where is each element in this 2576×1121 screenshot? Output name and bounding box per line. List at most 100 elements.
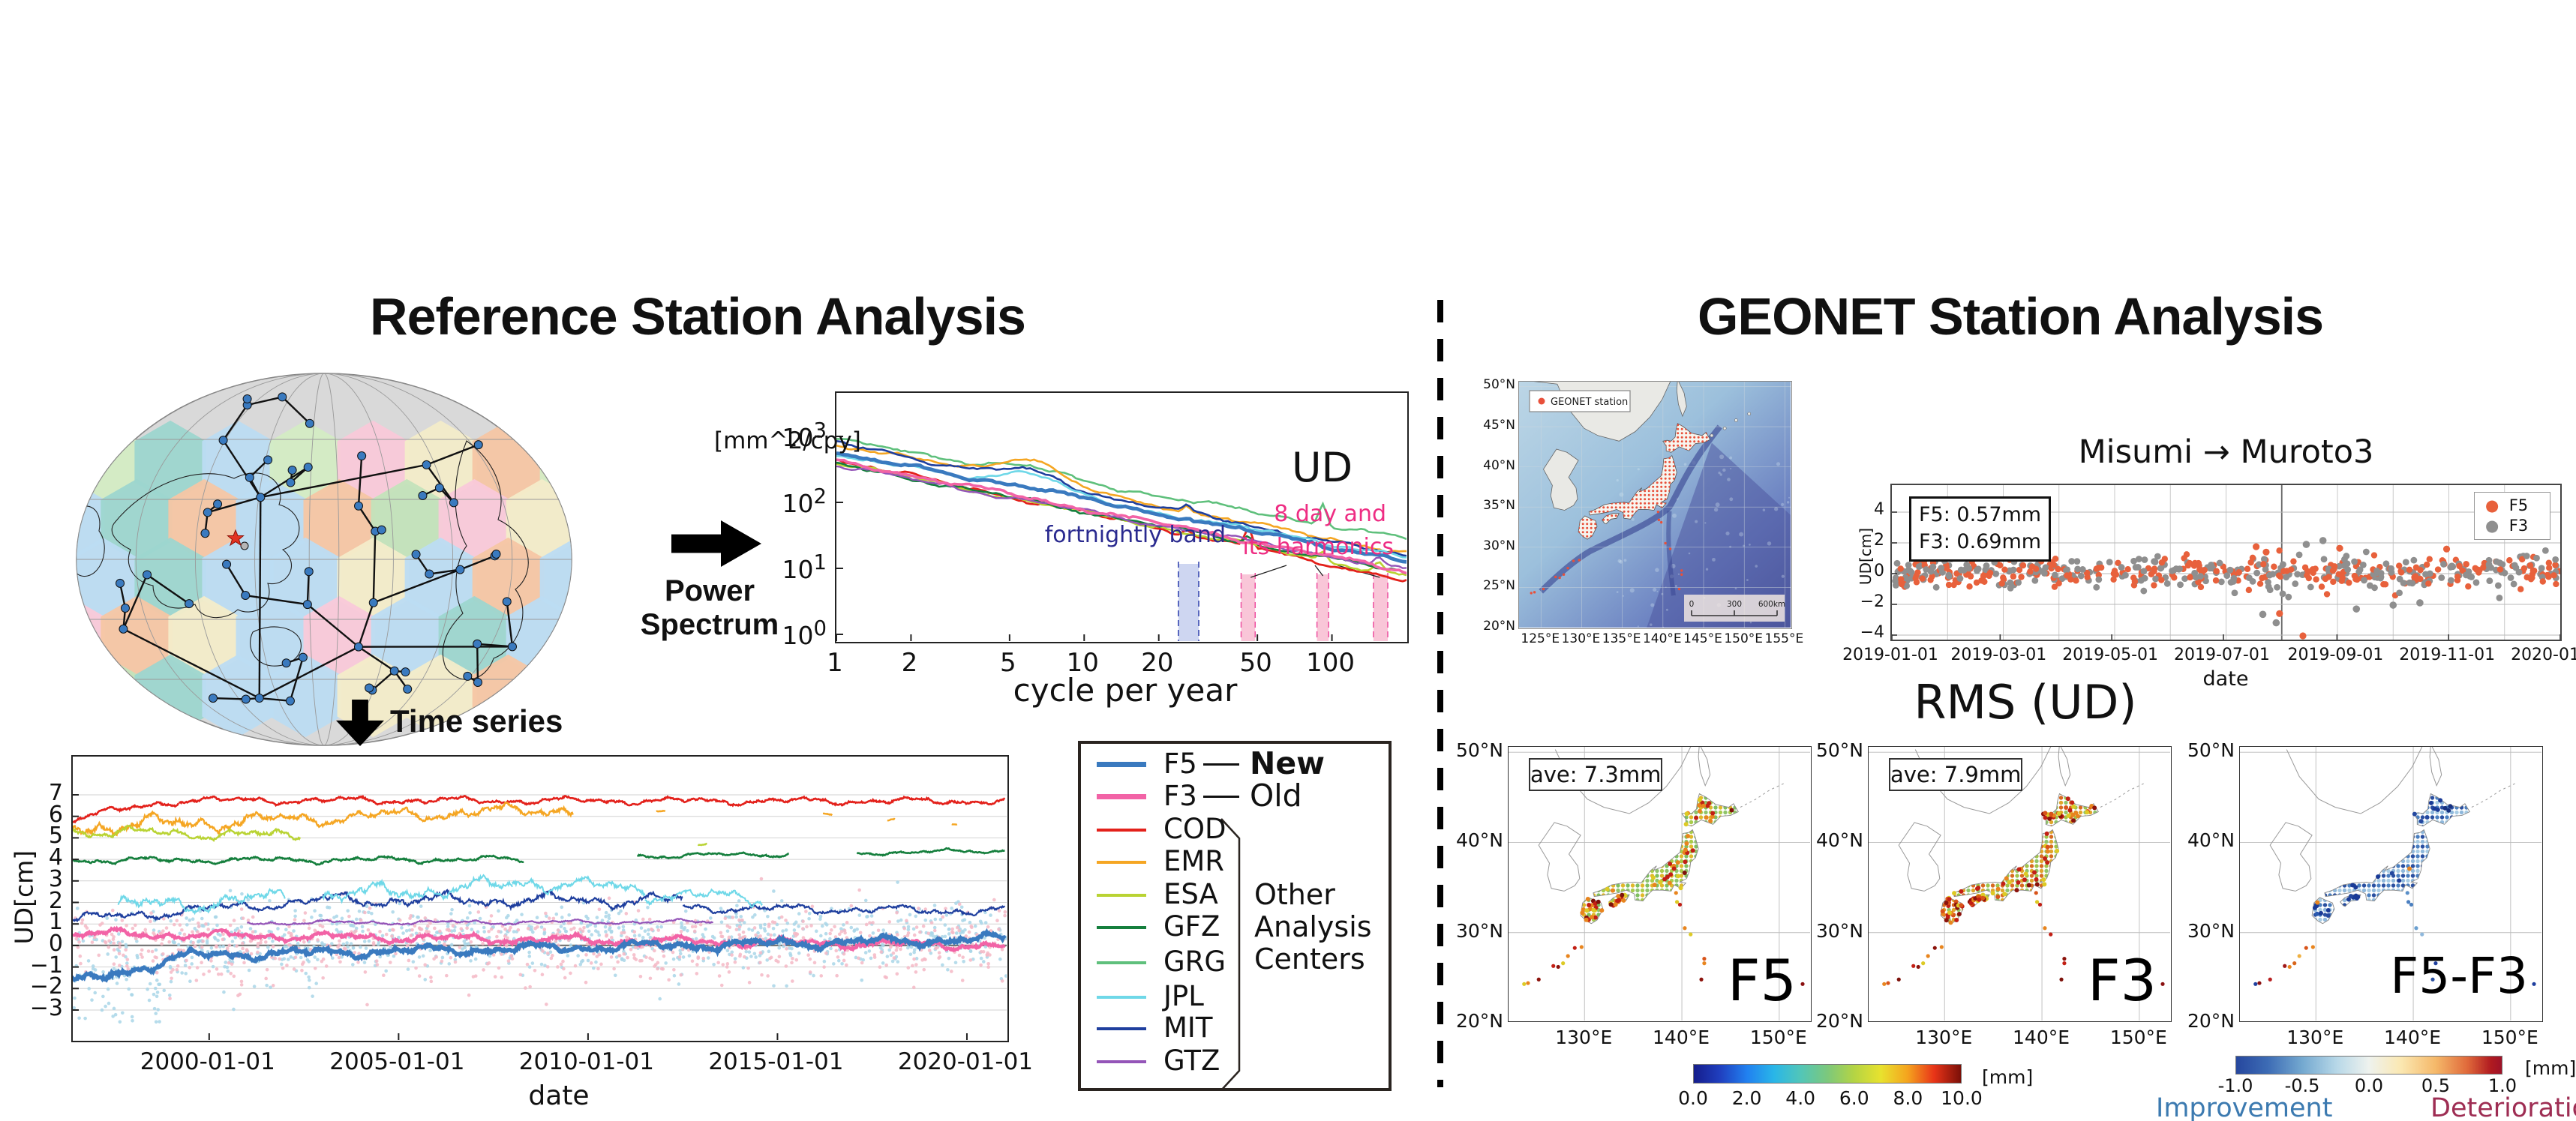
legend-label-ESA: ESA bbox=[1163, 878, 1218, 910]
ts-series-F3 bbox=[72, 925, 1006, 953]
cb-diff-tick--1.0: -1.0 bbox=[2217, 1075, 2253, 1096]
section-divider bbox=[1437, 300, 1443, 1087]
misumi-legend-f3: ● F3 bbox=[2485, 517, 2529, 535]
cb-abs-tick-10.0: 10.0 bbox=[1941, 1087, 1983, 1109]
misumi-y-tick-2: 2 bbox=[1874, 531, 1884, 550]
legend-label-F5: F5 bbox=[1163, 748, 1197, 780]
cb-abs-tick-0.0: 0.0 bbox=[1678, 1087, 1708, 1109]
arrow-right-icon bbox=[671, 520, 761, 567]
geonet-station-dots bbox=[1530, 510, 1683, 595]
right-section-title: GEONET Station Analysis bbox=[1697, 287, 2324, 346]
ts-y-tick-1: 1 bbox=[48, 909, 63, 936]
rms-lat-tick-F5-20: 20°N bbox=[1455, 1010, 1503, 1032]
ts-y-tick-3: 3 bbox=[48, 865, 63, 892]
power-spectrum-plot bbox=[835, 391, 1409, 643]
rms-map-F5 bbox=[1508, 742, 1812, 1024]
globe-tessellation bbox=[77, 420, 572, 738]
rms-lat-tick-F3-50: 50°N bbox=[1815, 739, 1863, 762]
geonet-overview-map: GEONET station 0 300 600km bbox=[1508, 378, 1792, 629]
overview-map-legend: GEONET station bbox=[1529, 390, 1631, 412]
japan-land bbox=[1578, 423, 1711, 540]
deterioration-label: Deterioration bbox=[2430, 1093, 2576, 1121]
ts-series-GTZ bbox=[246, 918, 713, 926]
rms-station-dots bbox=[1882, 796, 2165, 986]
misumi-y-tick-4: 4 bbox=[1874, 500, 1884, 519]
ts-series-ESA bbox=[72, 824, 302, 843]
rms-lat-tick-F5-F3-20: 20°N bbox=[2187, 1010, 2235, 1032]
trench-shading bbox=[1539, 424, 1722, 594]
power-label-line2: Spectrum bbox=[640, 607, 779, 641]
rms-lat-tick-F5-F3-40: 40°N bbox=[2187, 829, 2235, 852]
legend-swatch-JPL bbox=[1097, 996, 1146, 999]
overview-lon-tick-145: 145°E bbox=[1683, 631, 1722, 646]
geonet-station-dot-icon bbox=[1538, 397, 1545, 405]
rms-section-title: RMS (UD) bbox=[1914, 675, 2137, 730]
misumi-y-axis-label: UD[cm] bbox=[1857, 527, 1875, 586]
ts-x-tick-2010: 2010-01-01 bbox=[518, 1048, 654, 1075]
legend-label-GRG: GRG bbox=[1163, 946, 1226, 978]
rms-map-canvas-F3 bbox=[1869, 742, 2172, 1024]
spectrum-x-tick-10: 10 bbox=[1066, 648, 1099, 678]
time-series-canvas bbox=[71, 794, 1008, 1040]
rms-lat-tick-F3-40: 40°N bbox=[1815, 829, 1863, 852]
overview-lon-tick-130: 130°E bbox=[1561, 631, 1601, 646]
misumi-x-tick-6: 2020-01-01 bbox=[2511, 646, 2576, 664]
spectrum-x-tick-50: 50 bbox=[1239, 648, 1272, 678]
legend-label-EMR: EMR bbox=[1163, 845, 1225, 877]
cb-abs-tick-8.0: 8.0 bbox=[1893, 1087, 1923, 1109]
reference-station-star-icon bbox=[227, 529, 245, 547]
time-series-x-axis-label: date bbox=[528, 1081, 590, 1111]
overview-lon-tick-155: 155°E bbox=[1764, 631, 1804, 646]
ts-series-COD bbox=[179, 794, 1006, 808]
ts-x-tick-2015: 2015-01-01 bbox=[708, 1048, 844, 1075]
rms-colorbar bbox=[1693, 1064, 1962, 1084]
power-label-line1: Power bbox=[664, 574, 755, 607]
misumi-legend: ● F5 ● F3 bbox=[2474, 492, 2550, 540]
cb-abs-tick-6.0: 6.0 bbox=[1839, 1087, 1869, 1109]
misumi-x-tick-0: 2019-01-01 bbox=[1842, 646, 1938, 664]
legend-label-COD: COD bbox=[1163, 813, 1226, 845]
spectrum-x-tick-20: 20 bbox=[1141, 648, 1174, 678]
misumi-x-tick-2: 2019-05-01 bbox=[2062, 646, 2159, 664]
station-network bbox=[116, 392, 518, 706]
cb-diff-tick-0.0: 0.0 bbox=[2354, 1075, 2384, 1096]
misumi-x-tick-3: 2019-07-01 bbox=[2173, 646, 2270, 664]
rms-ave-box-F5: ave: 7.3mm bbox=[1529, 758, 1662, 791]
rms-lon-tick-F3-150: 150°E bbox=[2109, 1027, 2167, 1048]
diff-colorbar bbox=[2235, 1056, 2502, 1075]
ts-series-MIT bbox=[72, 895, 323, 923]
overview-lat-tick-25: 25°N bbox=[1483, 578, 1515, 594]
misumi-x-tick-1: 2019-03-01 bbox=[1950, 646, 2047, 664]
ts-y-tick-0: 0 bbox=[48, 930, 63, 957]
rms-map-canvas-F5 bbox=[1509, 742, 1812, 1024]
legend-label-MIT: MIT bbox=[1163, 1012, 1213, 1044]
overview-lon-tick-135: 135°E bbox=[1602, 631, 1641, 646]
power-spectrum-canvas bbox=[836, 436, 1407, 641]
legend-tag-New: New bbox=[1250, 745, 1325, 781]
ts-series-MIT bbox=[682, 903, 1006, 917]
ts-series-JPL bbox=[644, 888, 763, 909]
legend-label-JPL: JPL bbox=[1163, 980, 1204, 1012]
ts-series-GFZ bbox=[72, 854, 524, 866]
ts-x-tick-2000: 2000-01-01 bbox=[140, 1048, 275, 1075]
overview-lat-tick-50: 50°N bbox=[1483, 377, 1515, 393]
ts-y-tick-7: 7 bbox=[48, 780, 63, 806]
rms-lon-tick-F5-F3-140: 140°E bbox=[2384, 1027, 2442, 1048]
rms-lat-tick-F5-50: 50°N bbox=[1455, 739, 1503, 762]
legend-label-GTZ: GTZ bbox=[1163, 1045, 1220, 1077]
legend-label-GFZ: GFZ bbox=[1163, 910, 1220, 943]
ts-series-EMR bbox=[951, 823, 958, 826]
rms-coastlines bbox=[2269, 742, 2517, 892]
rms-big-label-F3: F3 bbox=[2087, 947, 2157, 1014]
spectrum-series-EMR bbox=[836, 444, 1407, 553]
spectrum-y-tick-1e1: 101 bbox=[782, 550, 827, 584]
graticule bbox=[1519, 382, 1791, 628]
legend-swatch-COD bbox=[1097, 829, 1146, 832]
overview-legend-label: GEONET station bbox=[1551, 397, 1628, 408]
rms-lon-tick-F3-140: 140°E bbox=[2013, 1027, 2070, 1048]
misumi-x-tick-4: 2019-09-01 bbox=[2287, 646, 2384, 664]
ts-y-tick-6: 6 bbox=[48, 801, 63, 828]
ts-series-F5 bbox=[192, 928, 1007, 964]
rms-ave-box-F3: ave: 7.9mm bbox=[1889, 758, 2022, 791]
rms-station-dots bbox=[2253, 798, 2536, 986]
